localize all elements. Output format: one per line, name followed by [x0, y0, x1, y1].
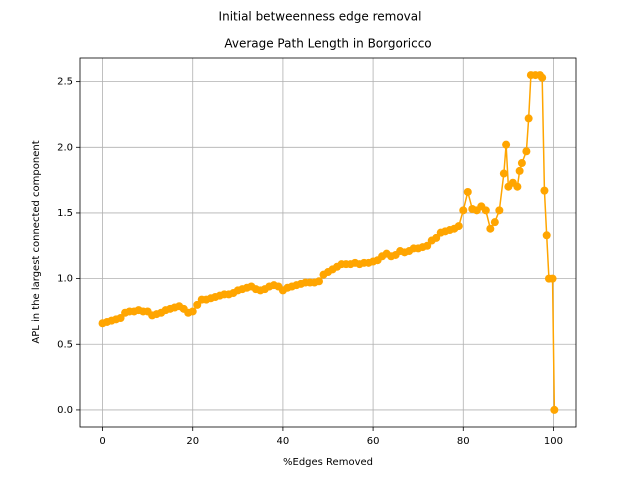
x-tick-label: 80 [457, 436, 470, 447]
point [542, 231, 551, 240]
point [517, 159, 526, 168]
point [459, 206, 468, 215]
point [550, 405, 559, 414]
y-tick-label: 1.0 [57, 274, 73, 285]
chart-title: Average Path Length in Borgoricco [224, 37, 431, 51]
x-tick-label: 0 [99, 436, 105, 447]
y-tick-label: 0.5 [57, 339, 73, 350]
series-line [102, 74, 556, 410]
y-tick-label: 1.5 [57, 208, 73, 219]
point [463, 187, 472, 196]
point [193, 300, 202, 309]
point [481, 206, 490, 215]
point [486, 224, 495, 233]
point [314, 277, 323, 286]
point [454, 222, 463, 231]
y-tick-label: 2.5 [57, 77, 73, 88]
suptitle: Initial betweenness edge removal [219, 10, 422, 24]
plot-frame [79, 57, 577, 428]
point [499, 169, 508, 178]
point [515, 166, 524, 175]
point [540, 186, 549, 195]
point [524, 114, 533, 123]
point [538, 73, 547, 82]
point [513, 182, 522, 191]
point [502, 140, 511, 149]
point [423, 241, 432, 250]
y-axis-label: APL in the largest connected component [31, 140, 42, 343]
x-tick-label: 60 [367, 436, 380, 447]
x-tick-label: 40 [277, 436, 290, 447]
x-axis-label: %Edges Removed [283, 457, 373, 468]
point [490, 218, 499, 227]
x-tick-label: 20 [186, 436, 199, 447]
point [188, 307, 197, 316]
point [495, 206, 504, 215]
point [548, 274, 557, 283]
y-tick-label: 0.0 [57, 405, 73, 416]
point [522, 147, 531, 156]
y-tick-label: 2.0 [57, 142, 73, 153]
x-tick-label: 100 [544, 436, 563, 447]
point [116, 314, 125, 323]
point [432, 233, 441, 242]
